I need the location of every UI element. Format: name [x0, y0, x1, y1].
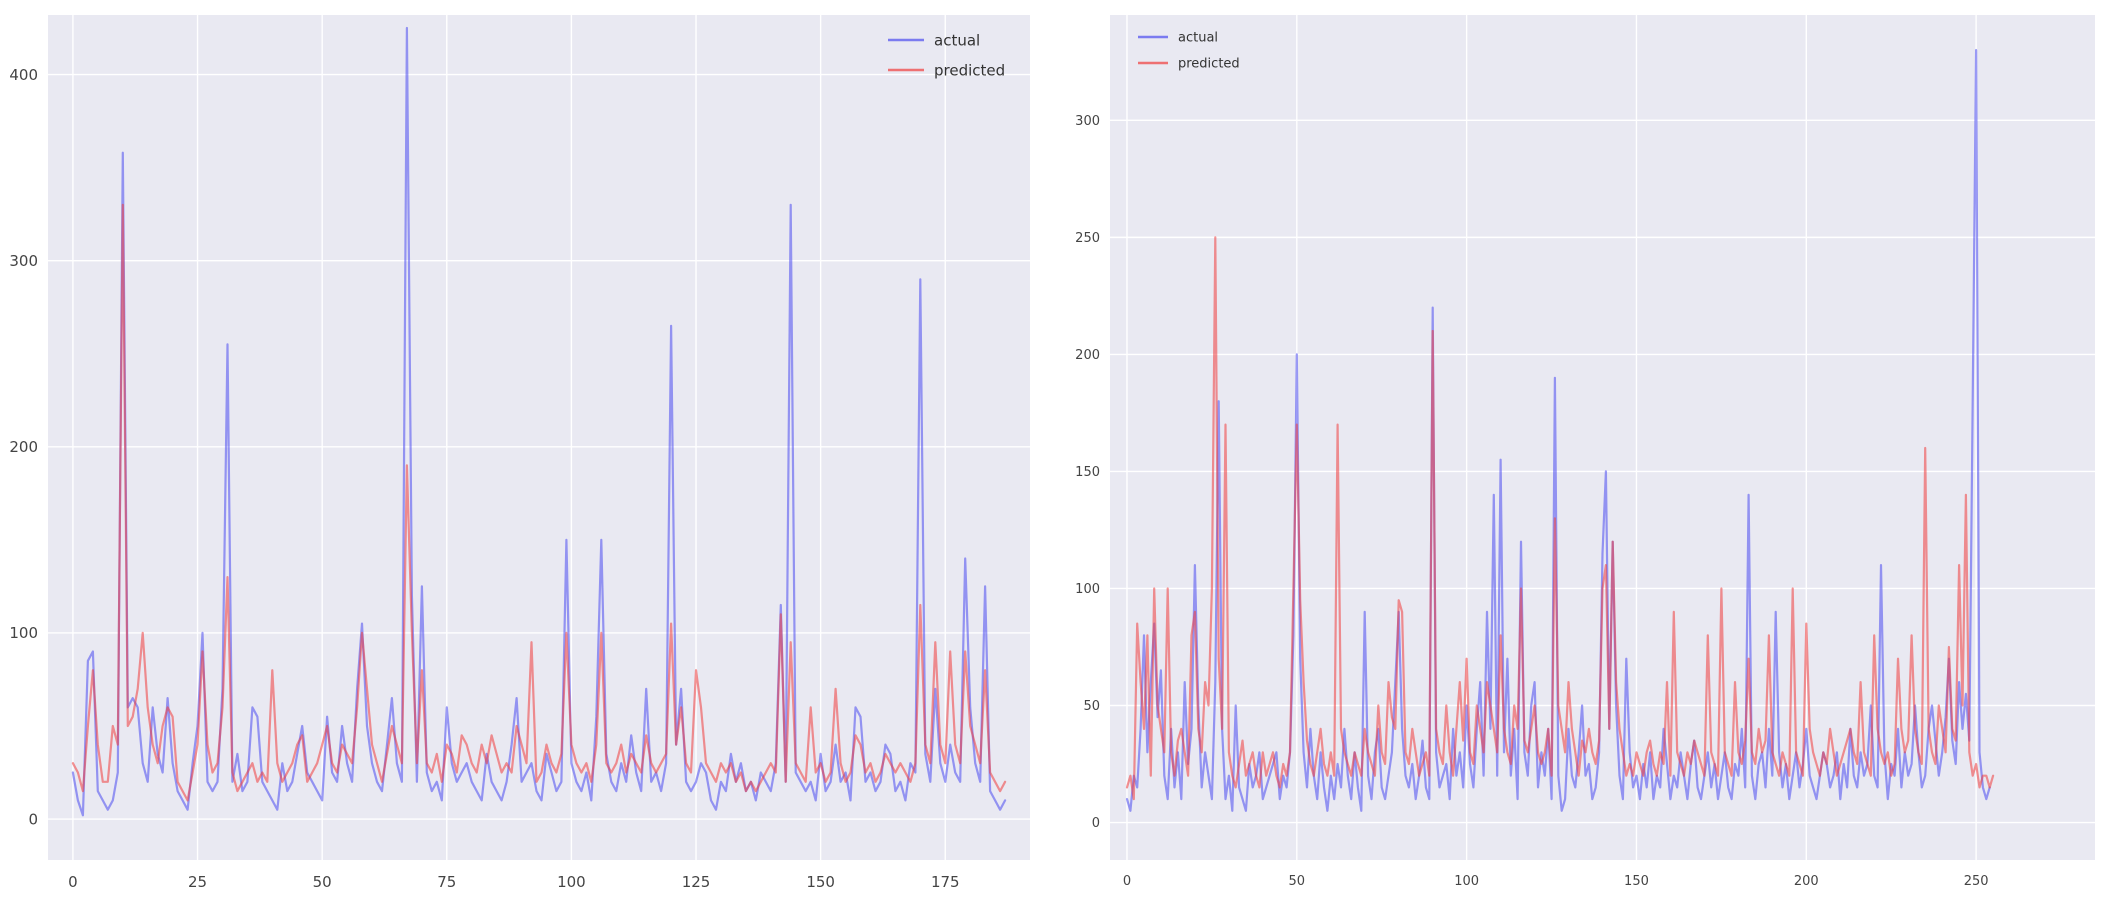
- y-tick-label: 250: [1075, 231, 1100, 246]
- chart-left-panel: 0 100 200 300 400 0 25 50 75 100 125 150 175 actual pr…: [0, 0, 1040, 906]
- x-tick-label: 125: [682, 873, 711, 891]
- x-tick-label: 150: [806, 873, 835, 891]
- x-tick-label: 100: [557, 873, 586, 891]
- y-tick-label: 0: [28, 810, 38, 828]
- legend-label-actual: actual: [934, 31, 980, 49]
- x-tick-label: 0: [1123, 874, 1131, 889]
- x-tick-label: 0: [68, 873, 78, 891]
- series-line-predicted: [1125, 236, 1995, 801]
- y-tick-label: 200: [9, 438, 38, 456]
- x-tick-label: 50: [1289, 874, 1306, 889]
- series-line-actual: [1125, 48, 1991, 812]
- x-tick-label: 50: [313, 873, 332, 891]
- y-tick-label: 50: [1083, 699, 1100, 714]
- series-line-predicted: [71, 203, 1007, 802]
- chart-right-panel: 0 50 100 150 200 250 300 0 50 100 150 200 250 actual p…: [1040, 0, 2105, 906]
- x-tick-label: 150: [1624, 874, 1649, 889]
- y-tick-label: 100: [1075, 582, 1100, 597]
- y-tick-label: 0: [1092, 816, 1100, 831]
- x-tick-label: 75: [437, 873, 456, 891]
- y-tick-label: 100: [9, 624, 38, 642]
- y-tick-label: 400: [9, 66, 38, 84]
- x-tick-label: 25: [188, 873, 207, 891]
- y-tick-label: 300: [1075, 114, 1100, 129]
- series-line-actual: [71, 26, 1007, 817]
- plot-area: [48, 15, 1030, 860]
- legend-label-actual: actual: [1178, 31, 1218, 46]
- line-chart-right: 0 50 100 150 200 250 300 0 50 100 150 200 250 actual p…: [1075, 15, 2095, 889]
- legend-label-predicted: predicted: [934, 61, 1005, 79]
- legend: actual predicted: [888, 31, 1005, 79]
- legend-label-predicted: predicted: [1178, 57, 1240, 72]
- legend: actual predicted: [1138, 31, 1240, 72]
- x-tick-label: 100: [1454, 874, 1479, 889]
- x-tick-label: 200: [1794, 874, 1819, 889]
- y-tick-label: 200: [1075, 348, 1100, 363]
- x-tick-label: 250: [1964, 874, 1989, 889]
- y-tick-label: 150: [1075, 465, 1100, 480]
- x-tick-label: 175: [931, 873, 960, 891]
- y-tick-label: 300: [9, 252, 38, 270]
- line-chart-left: 0 100 200 300 400 0 25 50 75 100 125 150 175 actual pr…: [9, 15, 1030, 891]
